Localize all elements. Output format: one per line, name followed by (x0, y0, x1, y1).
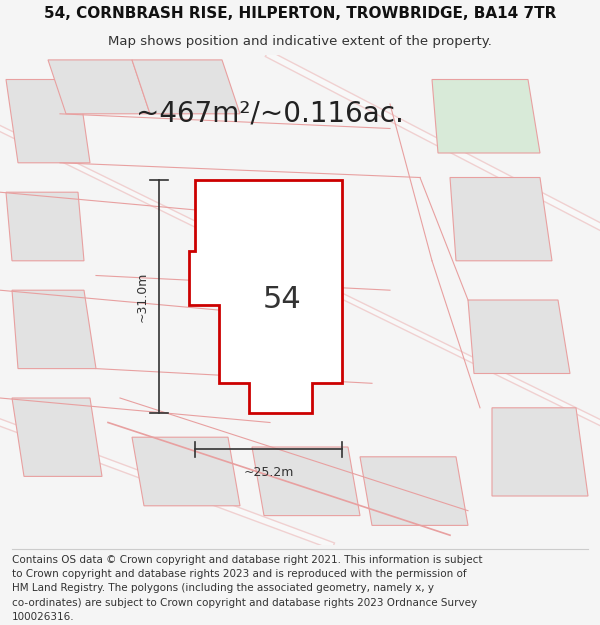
Polygon shape (252, 447, 360, 516)
Polygon shape (48, 60, 150, 114)
Polygon shape (12, 398, 102, 476)
Polygon shape (12, 290, 96, 369)
Text: ~25.2m: ~25.2m (244, 466, 293, 479)
Text: 54: 54 (263, 286, 301, 314)
Text: to Crown copyright and database rights 2023 and is reproduced with the permissio: to Crown copyright and database rights 2… (12, 569, 467, 579)
Polygon shape (450, 177, 552, 261)
Text: 54, CORNBRASH RISE, HILPERTON, TROWBRIDGE, BA14 7TR: 54, CORNBRASH RISE, HILPERTON, TROWBRIDG… (44, 6, 556, 21)
Text: co-ordinates) are subject to Crown copyright and database rights 2023 Ordnance S: co-ordinates) are subject to Crown copyr… (12, 598, 477, 608)
Polygon shape (189, 180, 342, 412)
Text: Map shows position and indicative extent of the property.: Map shows position and indicative extent… (108, 35, 492, 48)
Text: ~467m²/~0.116ac.: ~467m²/~0.116ac. (136, 100, 404, 127)
Polygon shape (132, 60, 240, 114)
Polygon shape (132, 438, 240, 506)
Text: ~31.0m: ~31.0m (136, 271, 149, 321)
Polygon shape (360, 457, 468, 526)
Text: 100026316.: 100026316. (12, 612, 74, 622)
Polygon shape (6, 79, 90, 162)
Polygon shape (492, 408, 588, 496)
Polygon shape (468, 300, 570, 374)
Text: Contains OS data © Crown copyright and database right 2021. This information is : Contains OS data © Crown copyright and d… (12, 554, 482, 564)
Text: HM Land Registry. The polygons (including the associated geometry, namely x, y: HM Land Registry. The polygons (includin… (12, 583, 434, 593)
Polygon shape (432, 79, 540, 153)
Polygon shape (6, 192, 84, 261)
